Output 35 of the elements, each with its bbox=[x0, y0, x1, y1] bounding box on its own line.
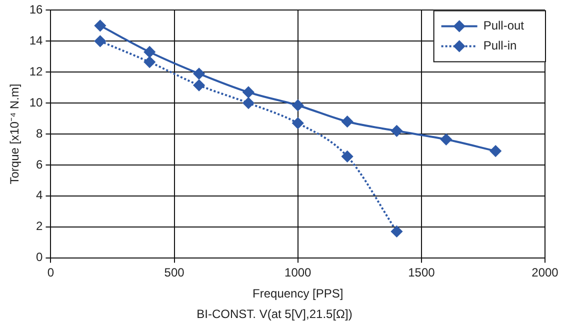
y-tick-label: 2 bbox=[36, 219, 44, 234]
y-tick-label: 8 bbox=[36, 126, 44, 140]
point bbox=[490, 145, 502, 157]
y-tick-label: 0 bbox=[36, 250, 44, 264]
y-tick-label: 12 bbox=[29, 64, 44, 78]
point bbox=[390, 125, 402, 137]
legend-label: Pull-in bbox=[483, 38, 517, 53]
y-tick-label: 14 bbox=[29, 33, 44, 48]
point bbox=[193, 80, 205, 92]
x-axis-title: Frequency [PPS] bbox=[252, 286, 344, 301]
y-tick-label: 10 bbox=[29, 95, 44, 110]
point bbox=[292, 100, 304, 112]
point bbox=[242, 86, 254, 98]
y-axis-title: Torque [x10⁻⁴ N.m] bbox=[8, 84, 22, 184]
legend-label: Pull-out bbox=[483, 18, 525, 33]
x-tick-label: 2000 bbox=[532, 265, 559, 280]
point bbox=[390, 226, 402, 238]
text: BI-CONST. V(at 5[V],21.5[Ω]) bbox=[196, 307, 352, 322]
x-tick-label: 1000 bbox=[284, 265, 312, 280]
point bbox=[292, 117, 304, 129]
y-tick-label: 16 bbox=[29, 2, 44, 17]
point bbox=[94, 35, 106, 47]
x-tick-label: 500 bbox=[164, 265, 185, 280]
point bbox=[144, 46, 156, 58]
point bbox=[193, 68, 205, 80]
point bbox=[242, 97, 254, 109]
x-tick-label: 1500 bbox=[408, 265, 436, 280]
point bbox=[342, 150, 354, 162]
x-tick-label: 0 bbox=[47, 265, 54, 280]
point bbox=[144, 56, 156, 68]
y-tick-label: 4 bbox=[36, 188, 44, 202]
point bbox=[342, 116, 354, 128]
y-tick-label: 6 bbox=[36, 157, 44, 172]
point bbox=[94, 20, 106, 32]
point bbox=[440, 134, 452, 146]
